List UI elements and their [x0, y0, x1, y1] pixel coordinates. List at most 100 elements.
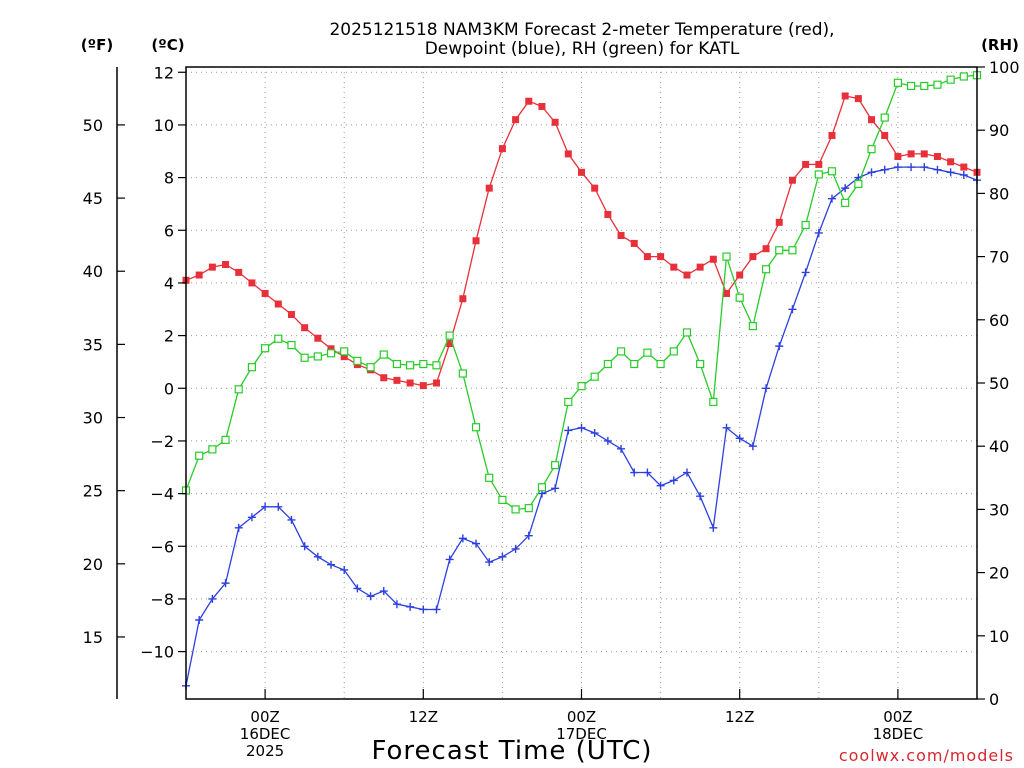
rh-point	[959, 72, 968, 81]
dewpoint-point	[603, 436, 612, 445]
rh-point	[524, 504, 533, 513]
rh-point	[379, 350, 388, 359]
rh-point	[208, 445, 217, 454]
rh-point	[537, 483, 547, 492]
fahrenheit-tick-label: 25	[83, 482, 103, 501]
temperature-point	[195, 271, 203, 279]
temperature-point	[564, 150, 572, 158]
dewpoint-point	[485, 558, 494, 567]
dewpoint-point	[261, 502, 270, 511]
dewpoint-point	[208, 594, 217, 603]
temperature-point	[406, 379, 414, 387]
fahrenheit-unit-label: (ºF)	[81, 36, 113, 54]
x-tick-label: 18DEC	[873, 725, 924, 743]
dewpoint-point	[432, 605, 441, 614]
rh-point	[406, 361, 415, 370]
dewpoint-point	[669, 476, 678, 485]
celsius-tick-label: 6	[164, 221, 174, 240]
temperature-point	[314, 334, 322, 342]
dewpoint-point	[907, 163, 916, 172]
dewpoint-point	[682, 468, 691, 477]
temperature-point	[788, 176, 796, 184]
dewpoint-point	[630, 468, 639, 477]
series-dewpoint	[182, 163, 981, 690]
dewpoint-point	[327, 560, 336, 569]
temperature-point	[274, 300, 282, 308]
rh-tick-label: 100	[989, 58, 1020, 77]
temperature-point	[340, 353, 348, 361]
temperature-point	[683, 271, 691, 279]
dewpoint-point	[564, 426, 573, 435]
temperature-point	[841, 92, 849, 100]
rh-point	[735, 293, 744, 302]
dewpoint-point	[748, 442, 757, 451]
dewpoint-point	[221, 579, 230, 588]
rh-tick-label: 70	[989, 248, 1009, 267]
dewpoint-point	[696, 492, 705, 501]
temperature-point	[920, 150, 928, 158]
dewpoint-point	[893, 163, 902, 172]
rh-point	[313, 352, 322, 361]
rh-tick-label: 90	[989, 121, 1009, 140]
dewpoint-point	[498, 552, 507, 561]
dewpoint-point	[656, 481, 665, 490]
x-tick-label: 12Z	[409, 708, 438, 726]
temperature-point	[380, 374, 388, 382]
dewpoint-point	[300, 542, 309, 551]
celsius-tick-label: 12	[154, 63, 174, 82]
celsius-tick-label: −2	[150, 432, 174, 451]
dewpoint-point	[814, 228, 823, 237]
rh-point	[827, 167, 837, 176]
temperature-point	[868, 116, 876, 124]
dewpoint-point	[920, 163, 929, 172]
dewpoint-point	[472, 539, 481, 548]
rh-point	[788, 246, 797, 255]
dewpoint-point	[827, 194, 836, 203]
celsius-tick-label: 0	[164, 379, 174, 398]
dewpoint-point	[841, 184, 850, 193]
temperature-point	[947, 158, 955, 166]
temperature-point	[498, 145, 506, 153]
temperature-point	[432, 379, 440, 387]
x-tick-label: 00Z	[567, 708, 596, 726]
rh-point	[696, 359, 705, 369]
rh-point	[841, 198, 850, 207]
temperature-point	[657, 253, 665, 261]
dewpoint-point	[959, 170, 968, 179]
dewpoint-point	[801, 268, 810, 277]
series-rh	[181, 71, 982, 514]
rh-point	[392, 359, 402, 369]
fahrenheit-tick-label: 30	[83, 409, 103, 428]
temperature-point	[670, 263, 678, 271]
rh-point	[722, 252, 731, 261]
temperature-point	[828, 131, 836, 139]
rh-point	[748, 322, 757, 331]
temperature-point	[854, 95, 862, 103]
rh-point	[551, 461, 560, 470]
rh-point	[195, 451, 204, 460]
dewpoint-point	[617, 444, 626, 453]
rh-point	[366, 363, 375, 372]
dewpoint-point	[946, 168, 955, 177]
temperature-point	[630, 239, 638, 247]
temperature-point	[301, 324, 309, 332]
celsius-tick-label: 2	[164, 327, 174, 346]
rh-point	[326, 349, 336, 358]
temperature-point	[525, 97, 533, 105]
temperature-point	[617, 232, 625, 240]
series-2-meter-temperature	[182, 92, 981, 390]
fahrenheit-tick-label: 15	[83, 628, 103, 647]
temperature-point	[604, 210, 612, 218]
temperature-point	[551, 118, 559, 126]
rh-point	[274, 334, 283, 343]
fahrenheit-tick-label: 50	[83, 116, 103, 135]
temperature-point	[472, 237, 480, 245]
credit-text: coolwx.com/models	[839, 746, 1014, 765]
dewpoint-point	[287, 515, 296, 524]
x-tick-label: 00Z	[883, 708, 912, 726]
temperature-point	[749, 253, 757, 261]
rh-point	[234, 385, 243, 394]
celsius-tick-label: 4	[164, 274, 174, 293]
dewpoint-point	[458, 534, 467, 543]
rh-point	[300, 353, 309, 362]
